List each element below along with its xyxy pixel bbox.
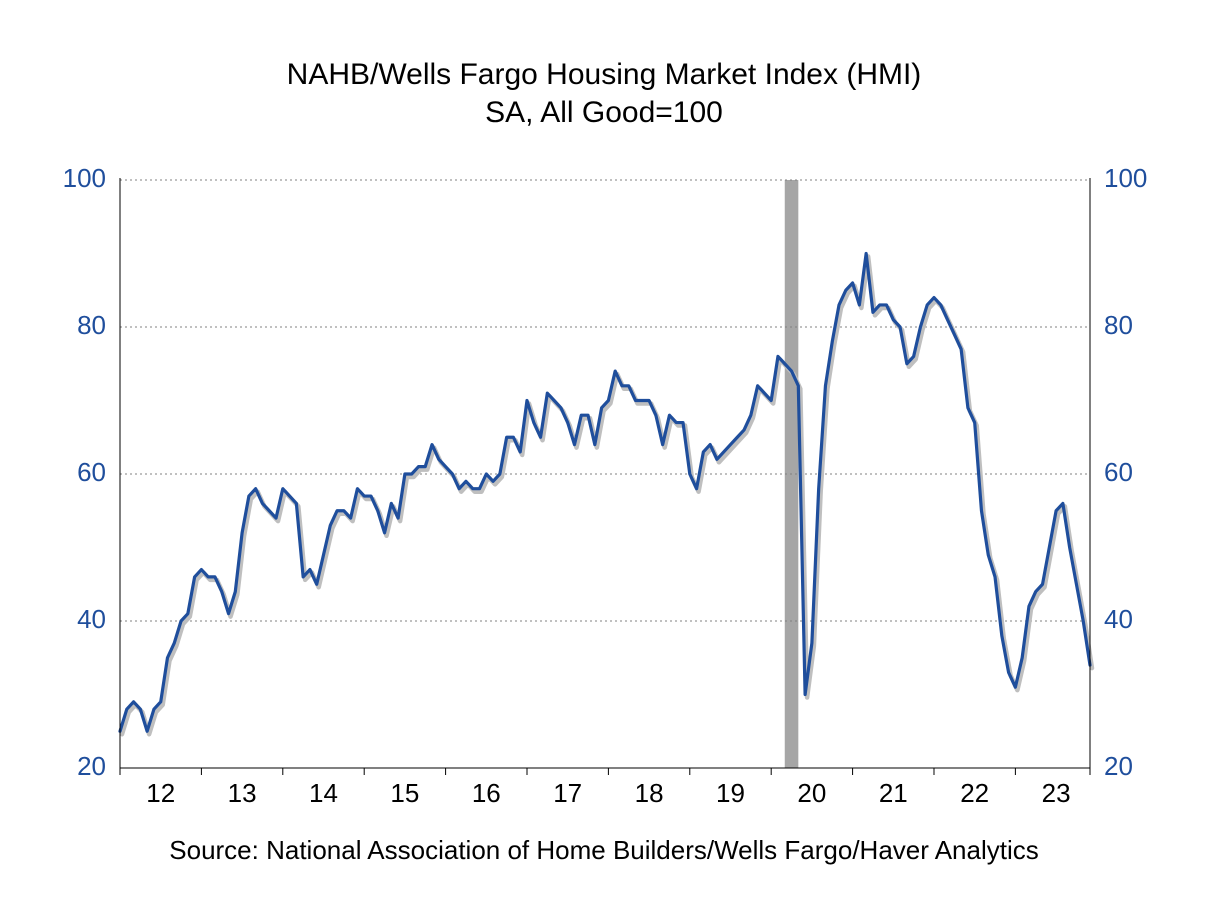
x-tick-label: 20 bbox=[797, 778, 826, 808]
y-tick-label-left: 80 bbox=[77, 310, 106, 340]
y-tick-label-left: 20 bbox=[77, 751, 106, 781]
chart-source-text: Source: National Association of Home Bui… bbox=[169, 835, 1038, 865]
x-tick-label: 17 bbox=[553, 778, 582, 808]
x-tick-label: 16 bbox=[472, 778, 501, 808]
x-tick-label: 22 bbox=[960, 778, 989, 808]
y-tick-label-right: 20 bbox=[1104, 751, 1133, 781]
x-tick-label: 14 bbox=[309, 778, 338, 808]
x-tick-label: 19 bbox=[716, 778, 745, 808]
x-tick-label: 12 bbox=[146, 778, 175, 808]
y-tick-label-right: 60 bbox=[1104, 457, 1133, 487]
chart-stage: NAHB/Wells Fargo Housing Market Index (H… bbox=[0, 0, 1208, 906]
y-tick-label-left: 60 bbox=[77, 457, 106, 487]
x-tick-label: 18 bbox=[635, 778, 664, 808]
x-tick-label: 23 bbox=[1042, 778, 1071, 808]
y-tick-label-right: 40 bbox=[1104, 604, 1133, 634]
y-tick-label-right: 80 bbox=[1104, 310, 1133, 340]
x-tick-label: 15 bbox=[390, 778, 419, 808]
line-chart: 20 20 40 40 60 60 80 80 100 100 12 13 14 15 16 17 18 19 20… bbox=[0, 0, 1208, 906]
y-tick-label-right: 100 bbox=[1104, 163, 1147, 193]
x-tick-label: 21 bbox=[879, 778, 908, 808]
y-tick-label-left: 100 bbox=[63, 163, 106, 193]
x-tick-label: 13 bbox=[228, 778, 257, 808]
chart-source: Source: National Association of Home Bui… bbox=[0, 835, 1208, 866]
y-tick-label-left: 40 bbox=[77, 604, 106, 634]
